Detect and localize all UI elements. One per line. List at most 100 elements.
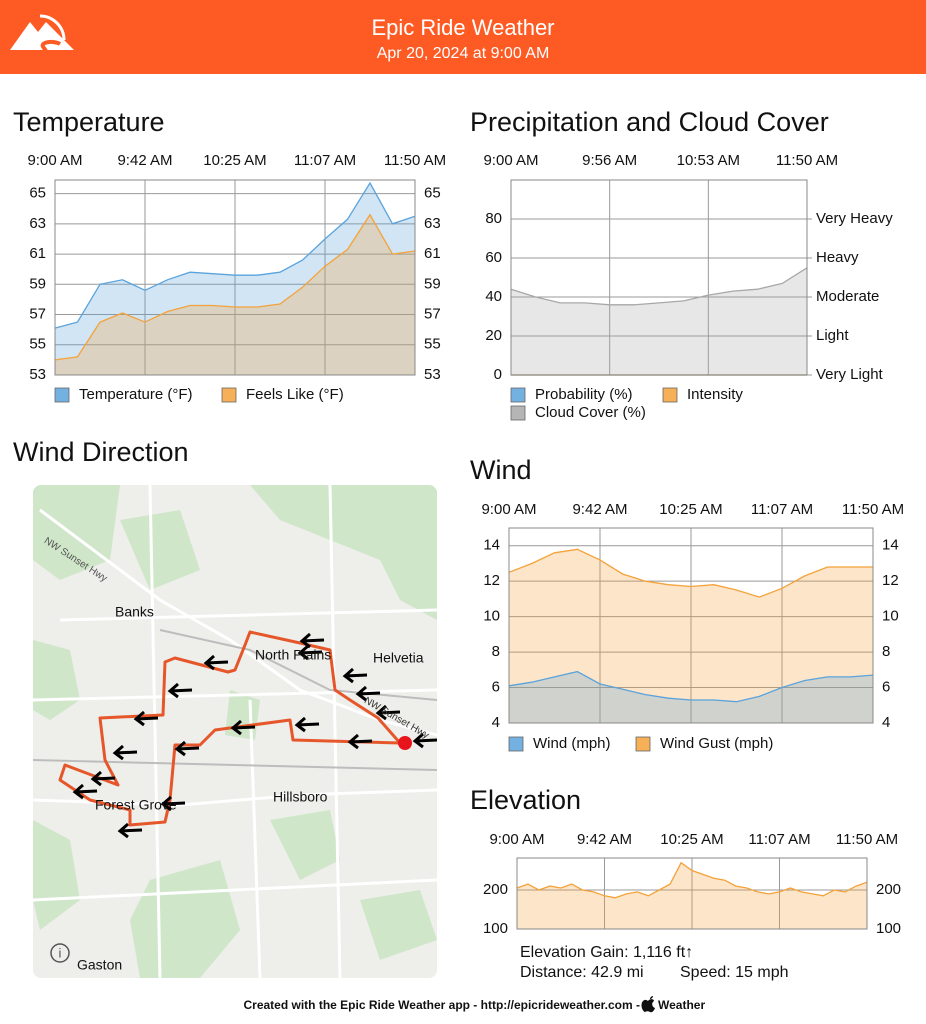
x-tick-label: 11:50 AM	[842, 501, 904, 518]
y2-tick-label: Light	[816, 327, 849, 344]
x-tick-label: 11:07 AM	[751, 501, 813, 518]
wind-arrow	[117, 822, 143, 839]
legend-swatch	[510, 387, 526, 403]
y-tick-label: 55	[424, 336, 441, 353]
y2-tick-label: Heavy	[816, 249, 859, 266]
x-tick-label: 10:25 AM	[660, 831, 723, 848]
y2-tick-label: Moderate	[816, 288, 879, 305]
map-label: Forest Grove	[95, 797, 177, 813]
x-tick-label: 9:00 AM	[489, 831, 544, 848]
y-tick-label: 8	[492, 643, 500, 660]
map-label: Gaston	[77, 957, 122, 973]
y-tick-label: 61	[29, 245, 46, 262]
y-tick-label: 60	[485, 249, 502, 266]
x-tick-label: 10:25 AM	[203, 152, 266, 169]
area	[55, 214, 415, 375]
map-label: Hillsboro	[273, 789, 328, 805]
map-label: Helvetia	[373, 650, 424, 666]
svg-text:i: i	[59, 945, 62, 960]
y-tick-label: 80	[485, 210, 502, 227]
line	[510, 267, 808, 306]
wind-arrow	[297, 644, 323, 661]
x-tick-label: 11:07 AM	[748, 831, 810, 848]
x-tick-label: 11:50 AM	[836, 831, 898, 848]
footer-text: Created with the Epic Ride Weather app -…	[243, 998, 640, 1012]
legend-swatch	[508, 736, 524, 752]
y-tick-label: 10	[483, 608, 500, 625]
wind-arrow	[160, 795, 186, 812]
y-tick-label: 63	[424, 215, 441, 232]
wind-arrow	[90, 770, 116, 787]
chart-title: Temperature	[13, 107, 165, 137]
plot-frame	[508, 527, 874, 724]
legend-swatch	[54, 387, 70, 403]
map-title: Wind Direction	[13, 437, 189, 467]
x-tick-label: 9:00 AM	[481, 501, 536, 518]
y-tick-label: 65	[29, 185, 46, 202]
line	[508, 548, 873, 598]
header-subtitle: Apr 20, 2024 at 9:00 AM	[377, 45, 550, 62]
wind-arrow	[342, 667, 368, 684]
line	[516, 861, 868, 899]
legend-swatch	[662, 387, 678, 403]
line	[54, 213, 416, 361]
y-tick-label: 57	[29, 306, 46, 323]
y-tick-label: 14	[882, 537, 899, 554]
y-tick-label: 40	[485, 288, 502, 305]
y-tick-label: 100	[483, 920, 508, 937]
start-marker	[398, 736, 412, 750]
y-tick-label: 8	[882, 643, 890, 660]
wind-arrow	[412, 732, 437, 749]
y2-tick-label: Very Light	[816, 366, 884, 383]
y-tick-label: 6	[492, 679, 500, 696]
y-tick-label: 200	[876, 881, 901, 898]
plot-frame	[516, 857, 868, 930]
elevation-gain: Elevation Gain: 1,116 ft↑	[520, 944, 693, 961]
legend-label: Probability (%)	[535, 386, 633, 403]
chart-title: Wind	[470, 455, 532, 485]
y-tick-label: 65	[424, 185, 441, 202]
x-tick-label: 10:53 AM	[677, 152, 740, 169]
legend-label: Wind (mph)	[533, 735, 611, 752]
wind-arrow	[203, 654, 229, 671]
plot-frame	[54, 179, 416, 376]
area	[509, 549, 873, 723]
header-bar	[0, 0, 926, 74]
wind-arrow	[299, 632, 325, 649]
y2-tick-label: Very Heavy	[816, 210, 893, 227]
area	[55, 183, 415, 375]
y-tick-label: 100	[876, 920, 901, 937]
legend-swatch	[510, 405, 526, 421]
y-tick-label: 63	[29, 215, 46, 232]
y-tick-label: 14	[483, 537, 500, 554]
x-tick-label: 11:50 AM	[776, 152, 838, 169]
info-icon[interactable]: i	[50, 943, 70, 963]
header-title: Epic Ride Weather	[371, 15, 554, 40]
map-label: North Plains	[255, 647, 331, 663]
apple-logo	[641, 996, 655, 1013]
line	[54, 181, 416, 329]
chart-title: Elevation	[470, 785, 581, 815]
chart-title: Precipitation and Cloud Cover	[470, 107, 829, 137]
y-tick-label: 59	[424, 275, 441, 292]
x-tick-label: 11:07 AM	[294, 152, 356, 169]
y-tick-label: 4	[882, 714, 890, 731]
x-tick-label: 11:50 AM	[384, 152, 446, 169]
x-tick-label: 9:00 AM	[27, 152, 82, 169]
wind-arrow	[375, 704, 401, 721]
y-tick-label: 20	[485, 327, 502, 344]
y-tick-label: 10	[882, 608, 899, 625]
x-tick-label: 9:56 AM	[582, 152, 637, 169]
y-tick-label: 53	[29, 366, 46, 383]
y-tick-label: 12	[882, 572, 899, 589]
wind-arrow	[230, 719, 256, 736]
line	[508, 670, 874, 703]
y-tick-label: 55	[29, 336, 46, 353]
footer-brand: Weather	[658, 998, 705, 1012]
wind-arrow	[72, 783, 98, 800]
y-tick-label: 200	[483, 881, 508, 898]
legend-label: Feels Like (°F)	[246, 386, 344, 403]
x-tick-label: 9:42 AM	[577, 831, 632, 848]
plot-frame	[510, 179, 808, 376]
